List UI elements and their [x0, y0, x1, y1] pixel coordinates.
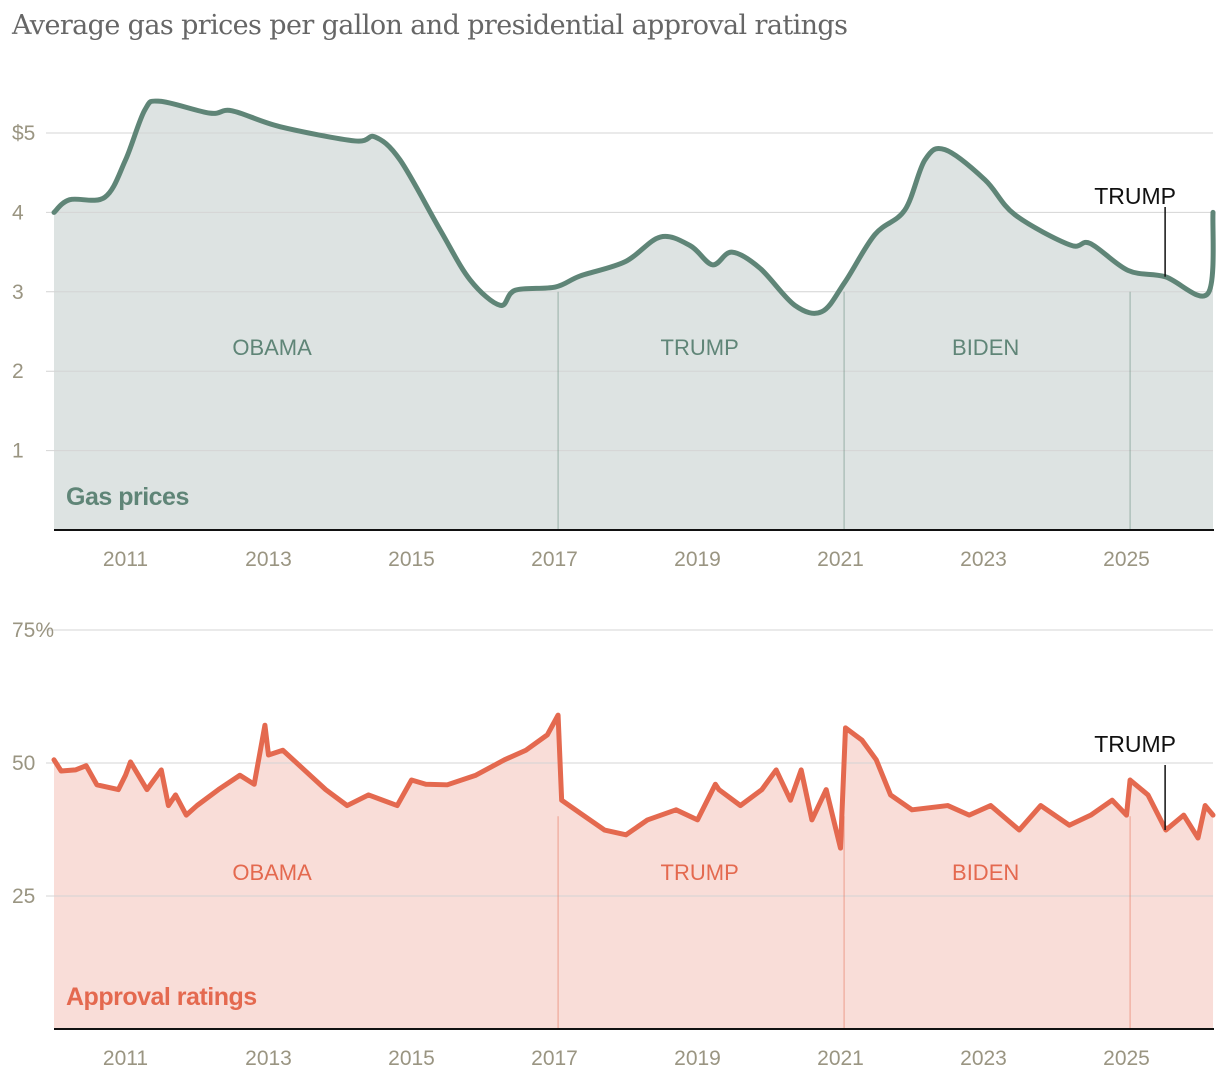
gas-x-tick-label: 2025 [1103, 548, 1150, 571]
approval-era-label: OBAMA [232, 860, 312, 885]
gas-y-tick-label: 2 [12, 360, 24, 383]
chart-title: Average gas prices per gallon and presid… [12, 10, 848, 41]
gas-series-line [51, 98, 1216, 316]
gas-y-tick-label: 1 [12, 440, 24, 463]
gas-x-tick-label: 2021 [817, 548, 864, 571]
approval-x-tick-label: 2025 [1103, 1047, 1150, 1070]
approval-x-tick-label: 2021 [817, 1047, 864, 1070]
approval-era-label: TRUMP [661, 860, 739, 885]
approval-x-tick-label: 2019 [674, 1047, 721, 1070]
gas-y-tick-label: 4 [12, 201, 24, 224]
approval-y-tick-label: 50 [12, 752, 35, 775]
approval-x-tick-label: 2017 [531, 1047, 578, 1070]
gas-x-tick-label: 2013 [245, 548, 292, 571]
approval-x-tick-label: 2023 [960, 1047, 1007, 1070]
gas-x-tick-label: 2015 [388, 548, 435, 571]
approval-area [54, 715, 1214, 1029]
gas-x-tick-label: 2017 [531, 548, 578, 571]
gas-annotation-label: TRUMP [1094, 183, 1176, 209]
approval-series-label: Approval ratings [66, 983, 257, 1011]
gas-y-tick-label: $5 [12, 122, 35, 145]
approval-y-tick-label: 75% [12, 619, 54, 642]
gas-x-tick-label: 2011 [103, 548, 148, 571]
approval-x-tick-label: 2013 [245, 1047, 292, 1070]
gas-panel: 1 2 3 4 $5 OBAMA TRUMP BIDEN 2011 2013 2015 2017 201… [12, 98, 1216, 571]
approval-x-tick-label: 2011 [103, 1047, 148, 1070]
approval-series-line [51, 712, 1216, 851]
gas-x-tick-label: 2023 [960, 548, 1007, 571]
approval-annotation-label: TRUMP [1094, 731, 1176, 757]
gas-era-label: OBAMA [232, 335, 312, 360]
gas-series-label: Gas prices [66, 483, 189, 511]
gas-y-tick-label: 3 [12, 281, 24, 304]
gas-x-tick-label: 2019 [674, 548, 721, 571]
approval-era-label: BIDEN [952, 860, 1019, 885]
gas-era-label: BIDEN [952, 335, 1019, 360]
approval-x-tick-label: 2015 [388, 1047, 435, 1070]
approval-y-tick-label: 25 [12, 885, 35, 908]
gas-area [54, 101, 1214, 531]
approval-panel: 25 50 75% OBAMA TRUMP BIDEN 2011 2013 2015 2017 20… [12, 619, 1216, 1070]
gas-era-label: TRUMP [661, 335, 739, 360]
